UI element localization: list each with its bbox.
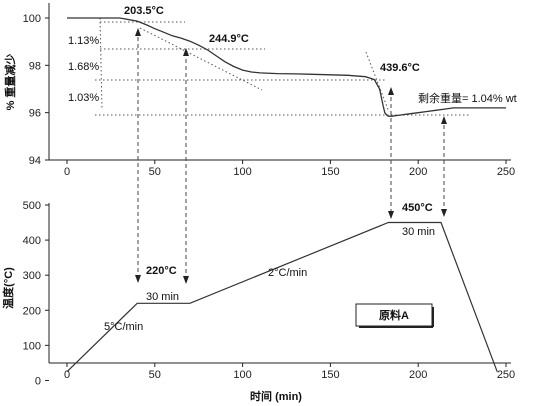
guide-line [139, 27, 263, 91]
onset-temp-2: 244.9°C [209, 33, 249, 45]
x-tick-label: 200 [409, 166, 427, 178]
heating-rate-2: 2°C/min [268, 267, 307, 279]
y-tick-label: 94 [29, 155, 41, 167]
hold-time-1: 30 min [146, 291, 179, 303]
top-ticks: 0 50 100 150 200 250 94 96 98 100 [23, 13, 516, 178]
x-tick-label: 250 [497, 369, 515, 381]
x-tick-label: 0 [64, 166, 70, 178]
y-tick-label: 500 [23, 200, 41, 212]
loss-2: 1.68% [68, 61, 99, 73]
x-tick-label: 150 [321, 166, 339, 178]
connector-arrowheads [135, 28, 447, 284]
arrowhead [441, 116, 447, 124]
top-y-axis-title: % 重量减少 [3, 54, 17, 111]
temperature-program-line [66, 221, 498, 373]
x-axis-title: 时间 (min) [250, 389, 302, 403]
guide-line [99, 17, 103, 111]
sample-label: 原料A [379, 308, 409, 322]
residual-weight: 剩余重量= 1.04% wt [418, 91, 517, 105]
loss-3: 1.03% [68, 92, 99, 104]
onset-temp-1: 203.5°C [124, 5, 164, 17]
weight-loss-curve [67, 17, 506, 117]
hold-temp-2: 450°C [402, 202, 433, 214]
bottom-y-axis-title: 温度(°C) [1, 267, 15, 309]
y-tick-label: 200 [23, 305, 41, 317]
arrowhead [441, 209, 447, 217]
x-tick-label: 50 [149, 166, 161, 178]
x-tick-label: 150 [321, 369, 339, 381]
y-tick-label: 300 [23, 270, 41, 282]
y-tick-label: 100 [23, 340, 41, 352]
bottom-ticks: 0 50 100 150 200 250 0 100 200 300 400 500 [23, 200, 516, 387]
hold-temp-1: 220°C [146, 265, 177, 277]
connector-guides [137, 30, 445, 282]
loss-1: 1.13% [68, 35, 99, 47]
arrowhead [183, 276, 189, 284]
onset-temp-3: 439.6°C [380, 62, 420, 74]
bottom-panel: 0 50 100 150 200 250 0 100 200 300 400 500 温度(°C) 时… [1, 200, 515, 403]
arrowhead [135, 275, 141, 283]
x-tick-label: 250 [497, 166, 515, 178]
arrowhead [388, 87, 394, 95]
hold-time-2: 30 min [402, 226, 435, 238]
y-tick-label: 400 [23, 235, 41, 247]
y-tick-label: 0 [35, 375, 41, 387]
x-tick-label: 0 [64, 369, 70, 381]
arrowhead [388, 211, 394, 219]
heating-rate-1: 5°C/min [104, 321, 143, 333]
top-dotted-guides [95, 17, 470, 116]
y-tick-label: 100 [23, 13, 41, 25]
x-tick-label: 50 [149, 369, 161, 381]
x-tick-label: 200 [409, 369, 427, 381]
arrowhead [135, 28, 141, 36]
y-tick-label: 98 [29, 60, 41, 72]
y-tick-label: 96 [29, 108, 41, 120]
guide-line [365, 51, 390, 113]
x-tick-label: 100 [233, 166, 251, 178]
x-tick-label: 100 [233, 369, 251, 381]
arrowhead [183, 48, 189, 56]
